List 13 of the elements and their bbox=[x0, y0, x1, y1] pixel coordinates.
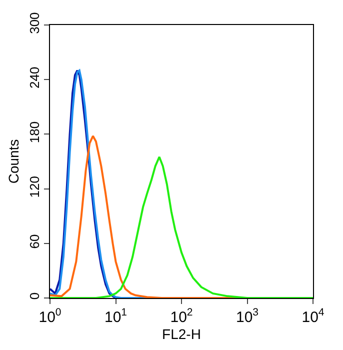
y-tick-label: 0 bbox=[26, 292, 42, 300]
x-axis-title: FL2-H bbox=[162, 326, 201, 342]
y-tick-label: 180 bbox=[26, 121, 42, 144]
y-tick-label: 60 bbox=[26, 234, 42, 249]
x-tick-label: 10$^{2}$ bbox=[170, 306, 193, 326]
x-tick-label: 10$^{4}$ bbox=[302, 306, 324, 326]
y-tick-label: 240 bbox=[26, 66, 42, 88]
x-tick-label: 10$^{3}$ bbox=[236, 306, 259, 326]
x-tick-label: 10$^{1}$ bbox=[104, 306, 128, 326]
y-axis-title: Counts bbox=[5, 139, 22, 184]
y-tick-label: 120 bbox=[26, 176, 42, 198]
x-tick-label: 10$^{0}$ bbox=[38, 306, 62, 326]
y-tick-label: 300 bbox=[26, 12, 42, 34]
